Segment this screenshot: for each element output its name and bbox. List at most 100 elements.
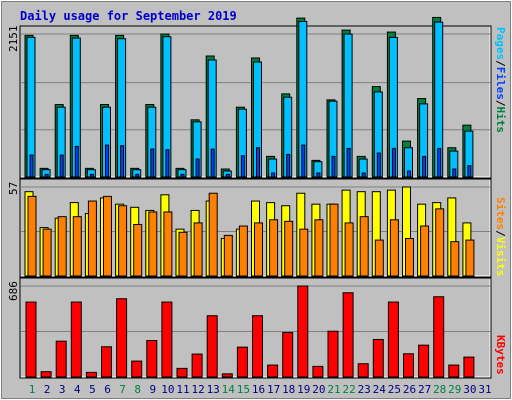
kbytes-bar [433, 296, 445, 378]
pages-bar [376, 152, 381, 178]
day-label: 10 [161, 383, 174, 396]
kbytes-bar [221, 373, 233, 378]
legend-visits: Visits [494, 237, 507, 277]
legend-hits: Hits [494, 107, 507, 134]
pages-bar [391, 147, 396, 178]
pages-bar [407, 170, 411, 178]
kbytes-bar [267, 364, 279, 378]
kbytes-bar [116, 298, 128, 378]
sites-bar [27, 195, 37, 277]
day-label: 5 [89, 383, 96, 396]
pages-bar [271, 172, 276, 178]
kbytes-panel-frame [19, 277, 492, 379]
day-label: 19 [297, 383, 310, 396]
sites-bar [223, 234, 233, 277]
kbytes-bar [403, 353, 414, 378]
kbytes-bar [312, 365, 324, 378]
pages-bar [422, 155, 427, 178]
sites-bar [359, 216, 369, 277]
pages-bar [74, 145, 79, 178]
sites-bar [374, 239, 384, 277]
kbytes-bar [55, 340, 67, 378]
kbytes-ymax-label: 686 [7, 281, 20, 301]
day-label: 1 [29, 383, 36, 396]
hits-ymax-label: 2151 [7, 26, 20, 53]
day-label: 30 [463, 383, 476, 396]
day-label: 20 [312, 383, 325, 396]
pages-bar [89, 173, 94, 178]
pages-bar [301, 144, 306, 178]
kbytes-bar [236, 346, 248, 378]
sites-bar [254, 222, 263, 277]
kbytes-bar [206, 315, 218, 378]
day-label: 3 [59, 383, 66, 396]
kbytes-bar [342, 292, 354, 378]
kbytes-bar [40, 371, 52, 378]
pages-bar [316, 172, 321, 178]
day-label: 27 [418, 383, 431, 396]
day-label: 15 [237, 383, 250, 396]
pages-bar [452, 168, 457, 178]
sites-bar [284, 220, 294, 277]
day-label: 22 [342, 383, 355, 396]
sites-bar [269, 219, 279, 277]
pages-bar [135, 173, 140, 178]
sites-bar [344, 222, 354, 277]
pages-bar [286, 153, 291, 178]
sites-bar [314, 219, 324, 277]
kbytes-bar [176, 367, 188, 378]
sites-bar [465, 239, 475, 277]
hits-panel-frame [19, 25, 492, 179]
pages-bar [150, 148, 155, 178]
day-label: 6 [104, 383, 111, 396]
day-label: 17 [267, 383, 280, 396]
kbytes-bar [131, 360, 143, 378]
sites-bar [57, 216, 67, 277]
pages-bar [165, 149, 170, 178]
kbytes-bar [463, 356, 475, 378]
sites-bar [208, 192, 218, 277]
legend-sep-1: / [494, 60, 507, 67]
sites-bar [435, 208, 445, 277]
day-label: 4 [74, 383, 81, 396]
day-label: 16 [252, 383, 265, 396]
day-label: 29 [448, 383, 461, 396]
sites-bar [450, 241, 460, 277]
day-label: 21 [327, 383, 340, 396]
pages-bar [346, 147, 351, 178]
day-label: 18 [282, 383, 295, 396]
day-label: 13 [207, 383, 220, 396]
legend-pages: Pages [494, 27, 507, 60]
pages-bar [44, 173, 49, 178]
sites-bar [299, 228, 309, 277]
day-label: 14 [222, 383, 236, 396]
pages-bar [240, 155, 245, 178]
sites-bar [133, 223, 143, 277]
pages-bar [256, 147, 260, 178]
day-label: 26 [403, 383, 416, 396]
sites-bar [72, 216, 82, 277]
day-label: 28 [433, 383, 446, 396]
hits-axis-legend: Pages/Files/Hits [494, 27, 507, 133]
sites-bar [148, 211, 158, 277]
visits-panel-frame [19, 178, 492, 278]
sites-bar [178, 231, 188, 277]
sites-bar [420, 225, 430, 277]
day-labels: 1 2 3 4 5 6 7 8 9 10 11 12 13 14 15 16 17 18 19 20 21 22 23 24 2… [29, 383, 492, 396]
kbytes-bar [297, 285, 309, 378]
day-label: 31 [478, 383, 491, 396]
sites-bar [118, 205, 128, 277]
kbytes-bar [191, 353, 203, 378]
pages-bar [29, 154, 34, 178]
kbytes-bar [448, 364, 460, 378]
visits-ymax-label: 57 [7, 182, 20, 195]
kbytes-bar [161, 301, 173, 378]
pages-bar [361, 172, 366, 178]
kbytes-bar [282, 332, 294, 378]
kbytes-bar [25, 301, 37, 378]
sites-bar [103, 195, 112, 277]
kbytes-bar [357, 363, 369, 378]
kbytes-bar [85, 371, 97, 378]
pages-bar [331, 155, 336, 178]
